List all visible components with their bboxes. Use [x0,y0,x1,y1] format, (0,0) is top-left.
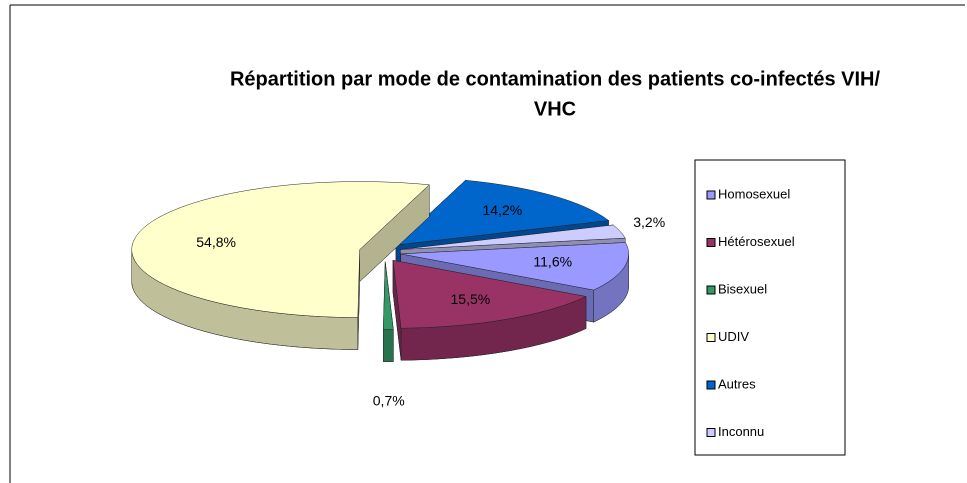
chart-title: VHC [534,98,576,120]
pie-slice [392,260,587,361]
legend-swatch [706,190,716,200]
data-label: 3,2% [633,214,665,230]
legend-label: Bisexuel [718,281,767,296]
legend-swatch [706,380,716,390]
slice-top [131,181,430,318]
legend-box [694,159,846,456]
data-label: 0,7% [373,392,405,408]
slice-top [383,261,394,330]
legend-label: Inconnu [718,424,764,439]
slice-top [395,179,610,246]
legend-swatch [706,238,716,247]
data-label: 15,5% [451,291,491,307]
data-label: 54,8% [196,234,236,250]
pie-slice [383,261,394,362]
pie [131,179,629,362]
legend-swatch [706,285,716,295]
data-label: 14,2% [482,202,522,218]
slice-wall [383,329,394,362]
legend-label: Homosexuel [718,186,790,201]
legend-label: Hétérosexuel [718,234,795,249]
pie-slice [131,181,430,350]
legend-swatch [706,333,716,342]
legend-swatch [706,428,716,437]
slice-top [400,242,629,291]
legend-label: UDIV [718,329,749,344]
chart-title: Répartition par mode de contamination de… [230,68,881,90]
legend-label: Autres [718,376,756,391]
slice-top [392,260,587,329]
data-label: 11,6% [533,254,572,270]
slice-top [400,224,626,250]
